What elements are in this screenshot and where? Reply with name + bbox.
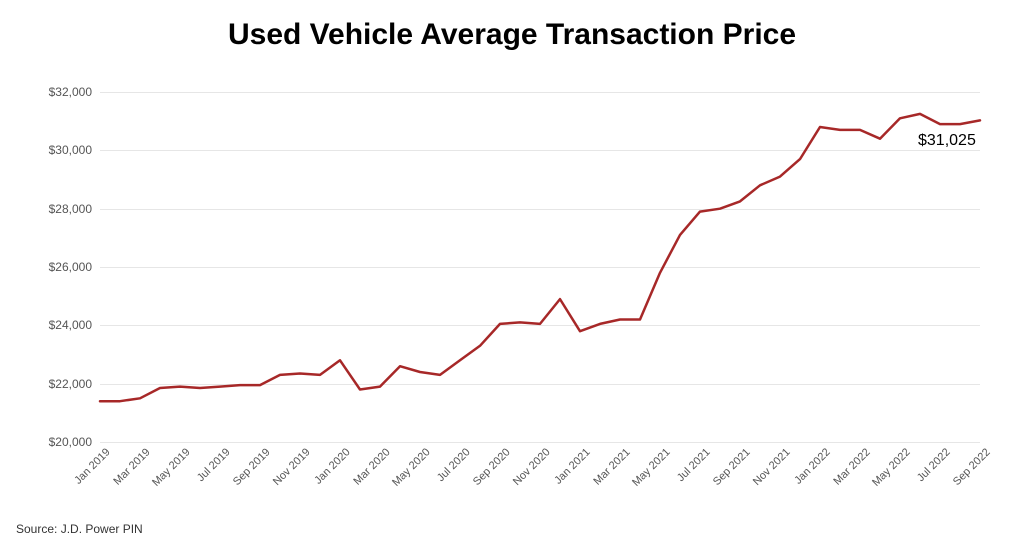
x-axis-label: May 2020	[386, 442, 433, 489]
x-axis-label: Nov 2020	[507, 442, 553, 488]
y-axis-label: $20,000	[49, 435, 100, 449]
last-point-label: $31,025	[918, 132, 976, 150]
plot-area: $20,000$22,000$24,000$26,000$28,000$30,0…	[100, 92, 980, 442]
chart-container: { "chart": { "type": "line", "title": "U…	[0, 0, 1024, 546]
x-axis-label: May 2019	[146, 442, 193, 489]
x-axis-label: Jan 2021	[548, 442, 593, 487]
x-axis-label: Jul 2021	[671, 442, 713, 484]
x-axis-label: Sep 2019	[227, 442, 273, 488]
x-axis-label: Sep 2022	[947, 442, 993, 488]
y-axis-label: $32,000	[49, 85, 100, 99]
y-axis-label: $24,000	[49, 318, 100, 332]
x-axis-label: Jan 2022	[788, 442, 833, 487]
y-axis-label: $26,000	[49, 260, 100, 274]
x-axis-label: Jan 2020	[308, 442, 353, 487]
x-axis-label: May 2021	[626, 442, 673, 489]
chart-title: Used Vehicle Average Transaction Price	[0, 18, 1024, 52]
x-axis-label: Nov 2019	[267, 442, 313, 488]
y-axis-label: $28,000	[49, 202, 100, 216]
x-axis-label: Sep 2020	[467, 442, 513, 488]
y-axis-label: $22,000	[49, 377, 100, 391]
source-text: Source: J.D. Power PIN	[16, 522, 143, 536]
x-axis-label: Nov 2021	[747, 442, 793, 488]
x-axis-label: Jul 2020	[431, 442, 473, 484]
x-axis-label: Mar 2021	[587, 442, 633, 488]
x-axis-label: Sep 2021	[707, 442, 753, 488]
x-axis-label: Mar 2022	[827, 442, 873, 488]
line-series	[100, 92, 980, 442]
x-axis-label: Jul 2022	[911, 442, 953, 484]
x-axis-label: May 2022	[866, 442, 913, 489]
x-axis-label: Jul 2019	[191, 442, 233, 484]
x-axis-label: Mar 2020	[347, 442, 393, 488]
x-axis-label: Mar 2019	[107, 442, 153, 488]
y-axis-label: $30,000	[49, 143, 100, 157]
